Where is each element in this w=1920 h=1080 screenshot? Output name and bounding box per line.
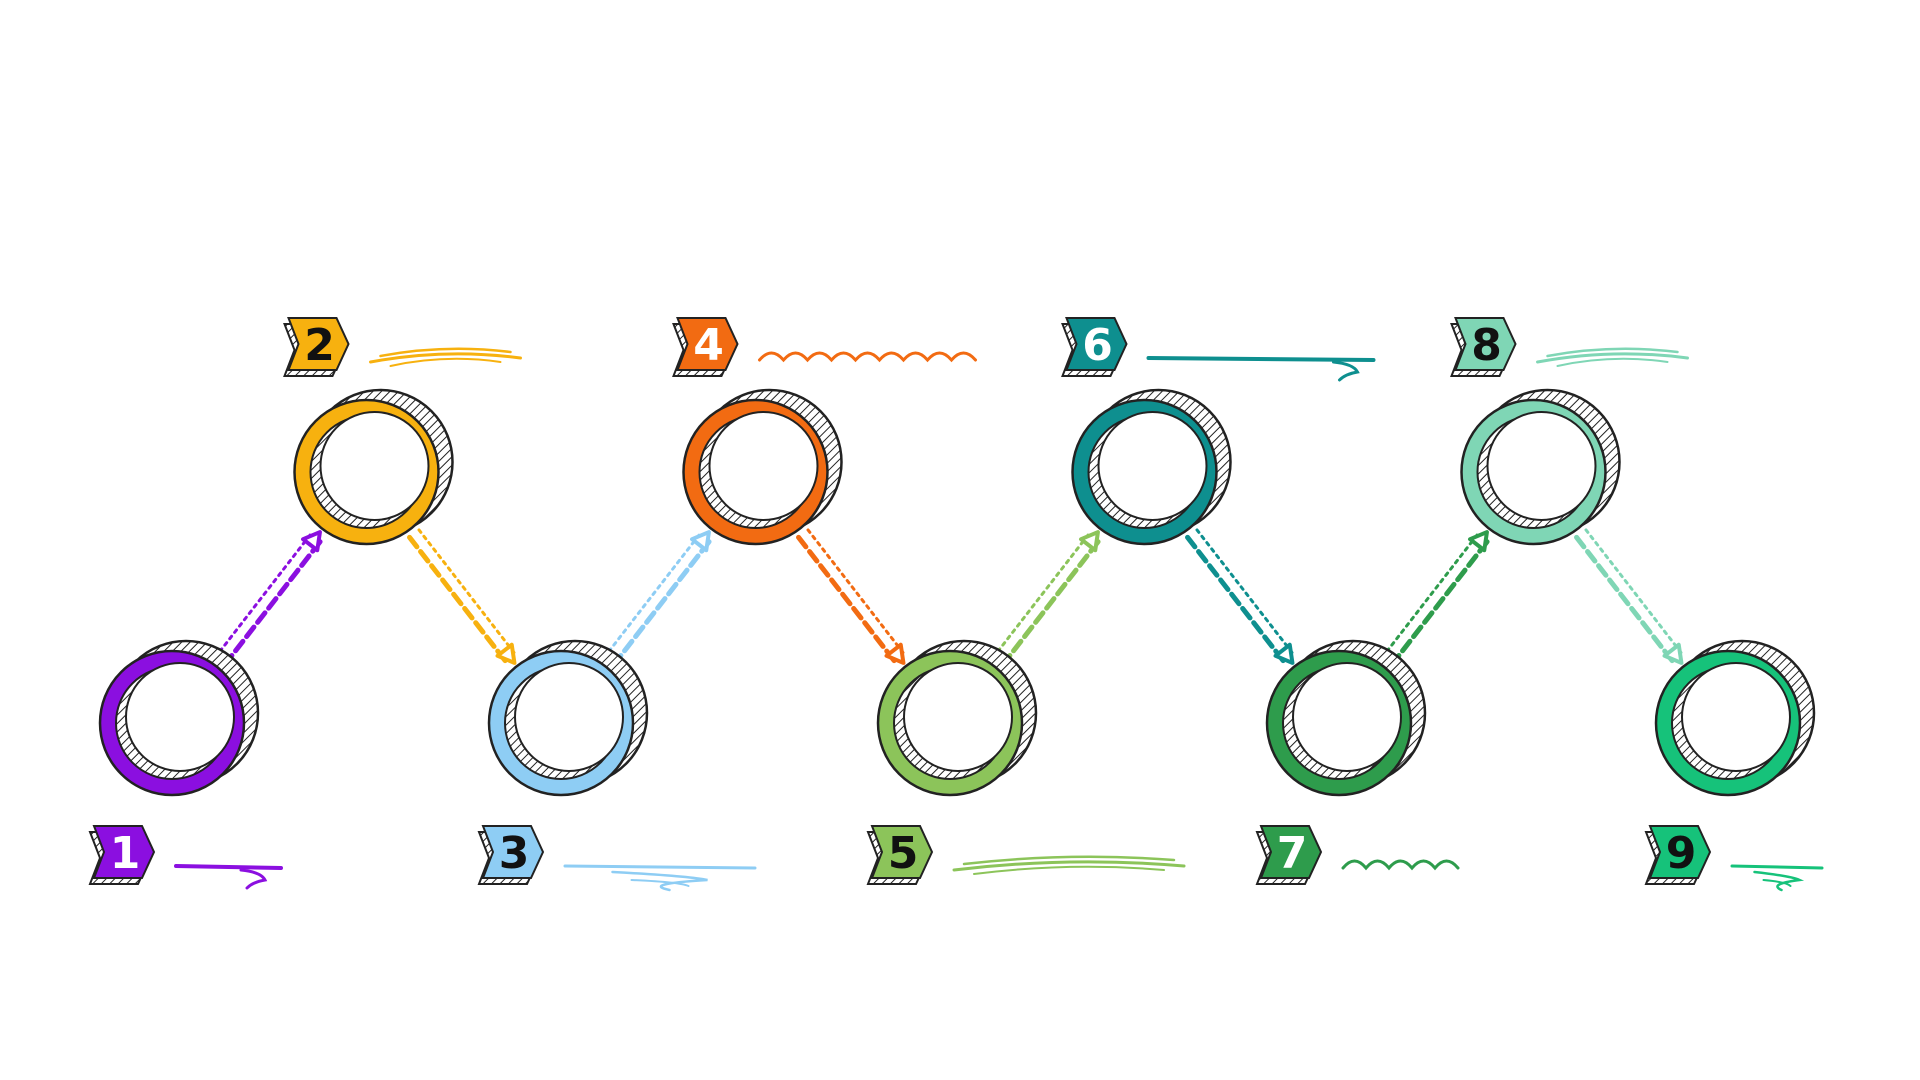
step-number: 6	[1082, 320, 1113, 371]
scribble-decoration	[369, 347, 522, 367]
connector-arrow	[991, 530, 1102, 668]
step-number: 3	[499, 828, 530, 879]
scribble-decoration	[1730, 864, 1824, 892]
step-badge-6: 6	[1061, 317, 1376, 382]
step-circle-8	[1460, 388, 1621, 546]
step-badges: 1 2 3 4 5 6 7 8 9	[88, 317, 1824, 892]
step-badge-2: 2	[283, 317, 522, 377]
step-badge-9: 9	[1644, 825, 1824, 892]
step-circle-2	[293, 388, 454, 546]
step-number: 9	[1666, 828, 1697, 879]
step-number: 2	[304, 320, 335, 371]
scribble-decoration	[952, 855, 1186, 875]
step-badge-3: 3	[477, 825, 757, 892]
scribble-decoration	[174, 864, 283, 890]
connector-arrow	[796, 528, 907, 665]
connector-arrow	[407, 528, 518, 665]
step-circle-6	[1071, 388, 1232, 546]
step-number: 8	[1471, 320, 1502, 371]
connector-arrow	[1185, 528, 1296, 665]
scribble-decoration	[1146, 356, 1376, 382]
step-circle-3	[487, 639, 649, 797]
step-badge-1: 1	[88, 825, 283, 890]
step-circle-1	[98, 639, 260, 797]
step-circle-4	[682, 388, 843, 546]
step-badge-4: 4	[672, 317, 977, 377]
connector-arrow	[1380, 530, 1491, 668]
step-badge-8: 8	[1450, 317, 1689, 377]
connector-arrow	[1574, 528, 1685, 665]
step-badge-7: 7	[1255, 825, 1460, 885]
step-number: 7	[1277, 828, 1308, 879]
step-circle-7	[1265, 639, 1427, 797]
connector-arrows	[213, 528, 1685, 668]
scribble-decoration	[1341, 859, 1460, 871]
step-badge-5: 5	[866, 825, 1186, 885]
step-number: 1	[110, 828, 141, 879]
step-number: 5	[888, 828, 919, 879]
scribble-decoration	[563, 864, 757, 892]
connector-arrow	[602, 530, 713, 668]
scribble-decoration	[1536, 347, 1689, 367]
step-circles	[98, 388, 1816, 797]
step-circle-9	[1654, 639, 1816, 797]
step-number: 4	[693, 320, 724, 371]
scribble-decoration	[758, 351, 977, 363]
step-circle-5	[876, 639, 1038, 797]
connector-arrow	[213, 530, 324, 668]
